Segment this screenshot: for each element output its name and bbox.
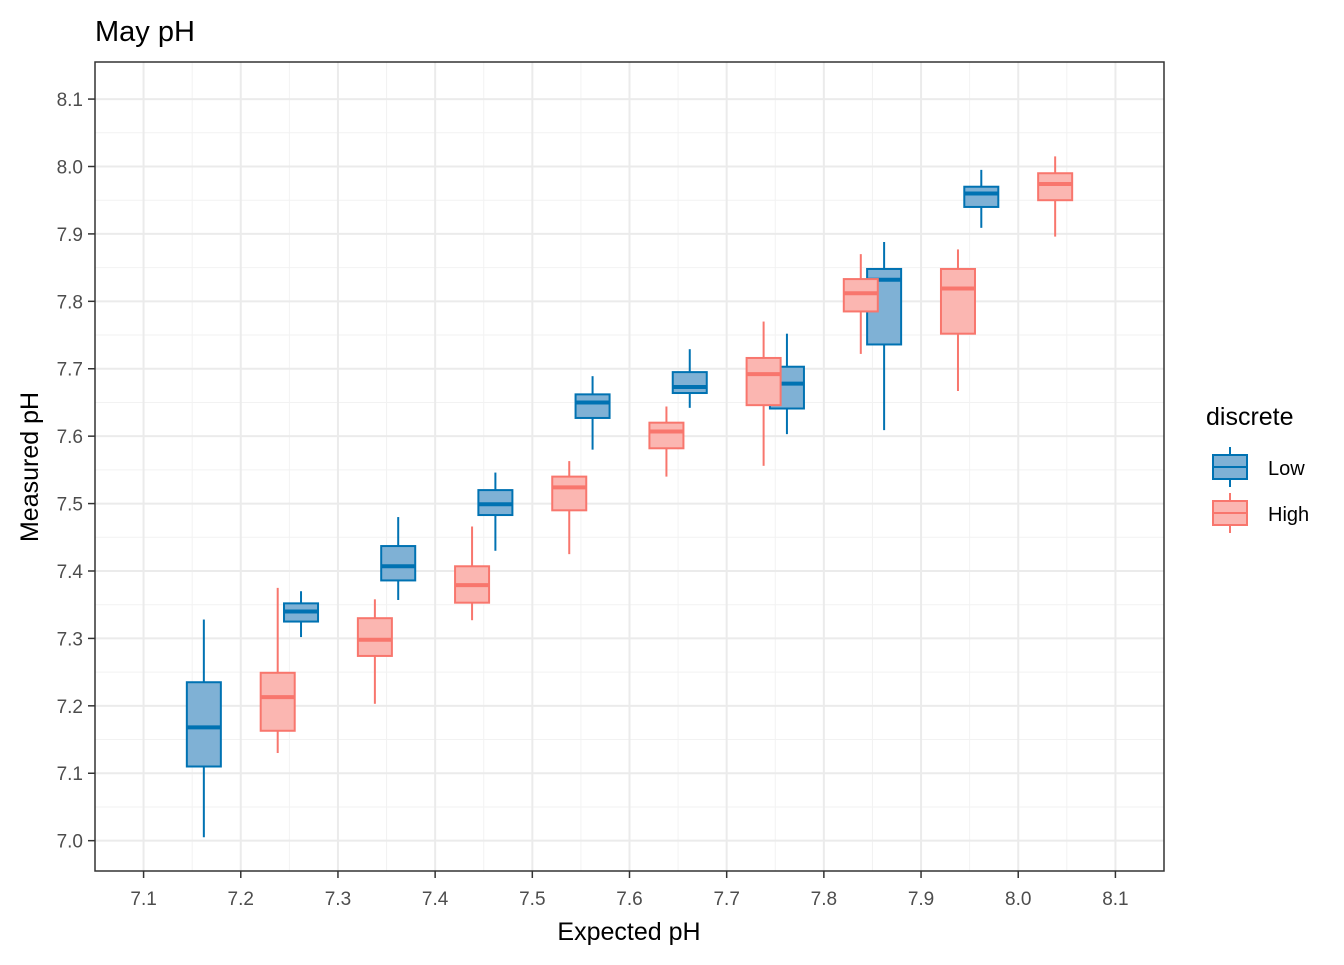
box-iqr [648, 421, 685, 450]
y-tick-label: 7.8 [57, 292, 83, 313]
y-axis-label: Measured pH [16, 392, 44, 542]
box-high-7.7 [745, 321, 782, 466]
box-iqr [380, 545, 417, 582]
box-iqr [356, 617, 393, 657]
box-iqr [671, 371, 708, 395]
box-iqr [745, 356, 782, 407]
x-tick-label: 7.1 [130, 889, 156, 910]
box-iqr [259, 671, 296, 732]
box-iqr [574, 393, 611, 419]
legend-item-low: Low [1212, 447, 1305, 487]
x-tick-label: 7.9 [908, 889, 934, 910]
y-tick-label: 7.4 [57, 562, 84, 583]
major-gridlines [95, 62, 1164, 871]
y-axis: 7.0 7.1 7.2 7.3 7.4 7.5 7.6 7.7 7.8 7.9 8.0 8.1 [57, 90, 95, 853]
y-tick-label: 8.0 [57, 157, 83, 178]
x-tick-label: 7.6 [616, 889, 642, 910]
box-high-8.0 [1037, 156, 1074, 237]
legend-item-high: High [1212, 493, 1309, 533]
x-tick-label: 8.0 [1005, 889, 1031, 910]
box-iqr [842, 278, 879, 313]
box-high-7.3 [356, 599, 393, 704]
box-high-7.4 [454, 526, 491, 621]
box-high-7.8 [842, 254, 879, 354]
x-tick-label: 7.2 [228, 889, 254, 910]
y-tick-label: 7.5 [57, 495, 83, 516]
box-low-7.2 [185, 619, 222, 838]
y-tick-label: 7.2 [57, 697, 83, 718]
box-low-7.3 [283, 591, 320, 638]
box-low-7.7 [671, 349, 708, 408]
box-high-7.2 [259, 587, 296, 754]
y-tick-label: 7.9 [57, 225, 83, 246]
chart-title: May pH [95, 16, 195, 48]
x-tick-label: 8.1 [1102, 889, 1128, 910]
box-high-7.9 [939, 249, 976, 391]
x-axis-label: Expected pH [557, 918, 700, 946]
box-high-7.5 [551, 461, 588, 555]
x-tick-label: 7.4 [422, 889, 449, 910]
box-iqr [963, 185, 1000, 208]
legend-label: Low [1268, 458, 1305, 480]
y-tick-label: 7.3 [57, 629, 83, 650]
box-low-7.4 [380, 517, 417, 600]
x-tick-label: 7.8 [811, 889, 837, 910]
box-iqr [551, 475, 588, 512]
y-tick-label: 8.1 [57, 90, 83, 111]
box-iqr [185, 681, 222, 768]
y-tick-label: 7.6 [57, 427, 83, 448]
box-low-8.0 [963, 169, 1000, 228]
box-low-7.5 [477, 472, 514, 551]
box-iqr [1037, 172, 1074, 202]
x-tick-label: 7.3 [325, 889, 351, 910]
y-tick-label: 7.0 [57, 832, 83, 853]
legend-keys: Low High [1212, 447, 1309, 533]
legend-title: discrete [1206, 403, 1294, 431]
box-series [185, 156, 1074, 838]
x-axis: 7.1 7.2 7.3 7.4 7.5 7.6 7.7 7.8 7.9 8.0 8.1 [130, 871, 1129, 910]
y-tick-label: 7.1 [57, 764, 83, 785]
legend-label: High [1268, 504, 1309, 526]
x-tick-label: 7.5 [519, 889, 545, 910]
legend: discrete Low High [1206, 403, 1309, 533]
box-high-7.6 [648, 406, 685, 477]
box-low-7.6 [574, 376, 611, 450]
y-tick-label: 7.7 [57, 360, 83, 381]
x-tick-label: 7.7 [713, 889, 739, 910]
box-iqr [939, 267, 976, 335]
